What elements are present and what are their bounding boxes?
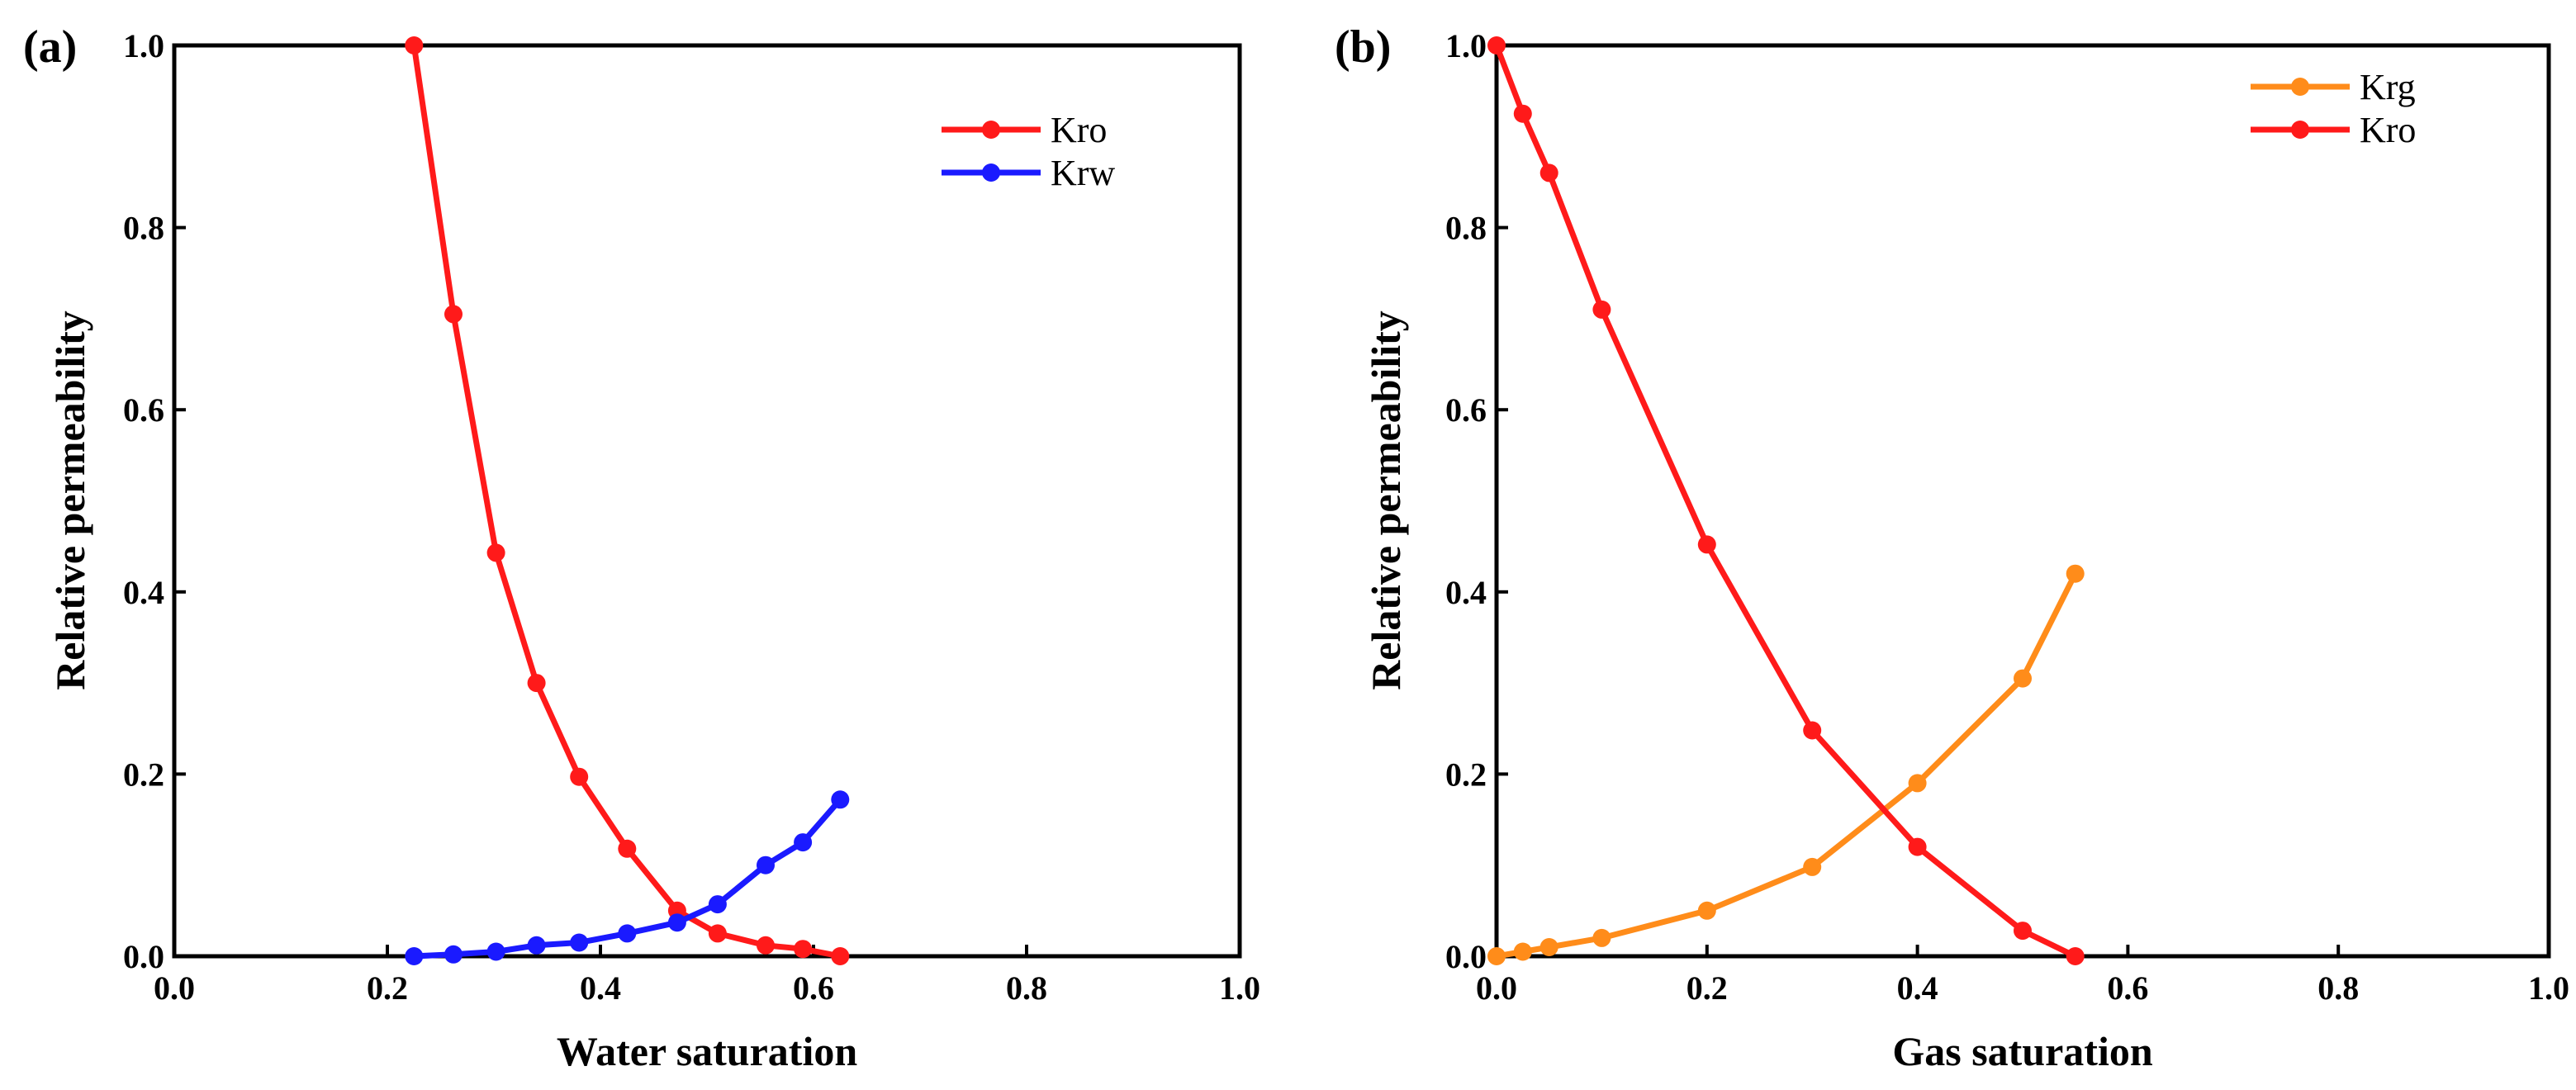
data-point-krg-b [1487, 947, 1506, 965]
data-point-kro-b [2066, 947, 2085, 965]
data-point-krw-a [667, 913, 686, 932]
x-tick-label-a: 0.6 [793, 969, 834, 1007]
data-point-kro-b [1487, 36, 1506, 54]
data-point-kro-b [1592, 300, 1611, 319]
data-point-krw-a [527, 936, 546, 955]
legend-label-kro-a: Kro [1051, 110, 1107, 150]
data-point-krg-b [1592, 928, 1611, 947]
data-point-krg-b [1908, 774, 1927, 793]
legend-marker-krw-a [982, 164, 1000, 182]
data-point-kro-a [486, 543, 505, 562]
legend-label-krw-a: Krw [1051, 153, 1115, 193]
data-point-kro-a [831, 947, 850, 965]
data-point-kro-b [1539, 164, 1558, 182]
x-axis-title-a: Water saturation [557, 1028, 858, 1074]
axis-ticks-b: 0.0 0.2 0.4 0.6 0.8 1.0 0.0 0.2 0.4 0.6 0.8 1.0 [1445, 27, 2569, 1007]
y-tick-label-a: 0.4 [123, 574, 164, 611]
data-point-krw-a [618, 924, 637, 943]
data-point-krg-b [1539, 938, 1558, 956]
y-tick-label-b: 0.2 [1445, 756, 1487, 793]
data-point-kro-a [527, 674, 546, 693]
series-line-krg-b [1493, 571, 2079, 960]
x-tick-label-a: 0.8 [1006, 969, 1047, 1007]
panel-b: (b) Gas saturation Relative permeability… [1335, 21, 2569, 1074]
x-tick-label-b: 0.2 [1686, 969, 1728, 1007]
data-point-kro-a [570, 767, 589, 786]
panel-a: (a) Water saturation Relative permeabili… [23, 21, 1260, 1074]
data-point-krw-a [708, 895, 727, 914]
series-line-kro-b [1493, 42, 2079, 960]
y-tick-label-b: 0.4 [1445, 574, 1487, 611]
panel-label-b: (b) [1335, 21, 1391, 73]
y-tick-label-b: 1.0 [1445, 27, 1487, 64]
x-tick-label-b: 0.0 [1476, 969, 1517, 1007]
panel-label-a: (a) [23, 21, 77, 73]
data-point-krw-a [794, 833, 813, 852]
legend-label-kro-b: Kro [2360, 110, 2416, 150]
data-point-kro-b [2014, 922, 2032, 941]
y-tick-label-b: 0.8 [1445, 210, 1487, 247]
data-point-krw-a [486, 942, 505, 961]
data-point-kro-a [757, 936, 775, 955]
y-axis-title-a: Relative permeability [47, 310, 93, 690]
x-tick-label-b: 1.0 [2528, 969, 2569, 1007]
series-layer-a [405, 36, 850, 965]
data-point-kro-b [1513, 104, 1532, 123]
legend-label-krg-b: Krg [2360, 67, 2416, 107]
x-tick-label-a: 0.0 [154, 969, 195, 1007]
x-tick-label-b: 0.8 [2317, 969, 2359, 1007]
data-point-kro-a [708, 924, 727, 943]
data-point-krw-a [757, 855, 775, 874]
y-tick-label-b: 0.0 [1445, 938, 1487, 975]
data-point-krw-a [444, 945, 463, 964]
data-point-krg-b [2014, 669, 2032, 688]
data-point-krg-b [2066, 564, 2085, 583]
data-point-kro-b [1697, 535, 1716, 554]
series-layer-b [1487, 36, 2085, 965]
data-point-krw-a [570, 933, 589, 952]
x-tick-label-a: 1.0 [1219, 969, 1260, 1007]
y-tick-label-a: 0.8 [123, 210, 164, 247]
data-point-kro-b [1803, 721, 1822, 740]
data-point-kro-a [444, 305, 463, 324]
x-tick-label-a: 0.2 [367, 969, 408, 1007]
x-tick-label-b: 0.6 [2107, 969, 2148, 1007]
data-point-kro-b [1908, 837, 1927, 856]
axis-ticks-a: 0.0 0.2 0.4 0.6 0.8 1.0 0.0 0.2 0.4 0.6 0.8 1.0 [123, 27, 1260, 1007]
y-tick-label-a: 0.0 [123, 938, 164, 975]
legend-marker-kro-b [2291, 121, 2309, 139]
x-tick-label-a: 0.4 [580, 969, 621, 1007]
legend-marker-kro-a [982, 121, 1000, 139]
data-point-krg-b [1697, 901, 1716, 920]
data-point-krg-b [1803, 857, 1822, 876]
y-axis-title-b: Relative permeability [1363, 310, 1409, 690]
plot-frame-a [172, 43, 1242, 959]
y-tick-label-a: 0.6 [123, 391, 164, 429]
data-point-krw-a [405, 947, 424, 965]
data-point-kro-a [618, 839, 637, 858]
series-line-kro-a [410, 42, 843, 960]
x-tick-label-b: 0.4 [1897, 969, 1938, 1007]
plot-frame-b [1494, 43, 2551, 959]
data-point-krw-a [831, 790, 850, 809]
y-tick-label-b: 0.6 [1445, 391, 1487, 429]
legend-marker-krg-b [2291, 78, 2309, 96]
data-point-kro-a [405, 36, 424, 54]
data-point-krg-b [1513, 942, 1532, 961]
data-point-kro-a [794, 940, 813, 959]
y-tick-label-a: 0.2 [123, 756, 164, 793]
x-axis-title-b: Gas saturation [1892, 1028, 2153, 1074]
y-tick-label-a: 1.0 [123, 27, 164, 64]
